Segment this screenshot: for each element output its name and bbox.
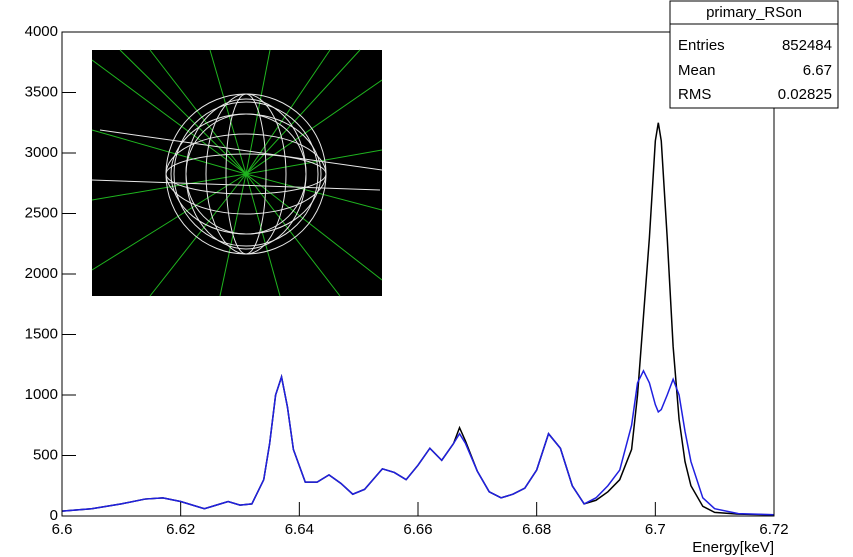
y-tick-label: 3000 — [25, 144, 58, 161]
y-tick-label: 0 — [50, 507, 58, 524]
x-tick-label: 6.66 — [403, 521, 432, 538]
x-tick-label: 6.72 — [759, 521, 788, 538]
stats-value: 0.02825 — [778, 86, 832, 103]
stats-label: RMS — [678, 86, 711, 103]
y-tick-label: 1500 — [25, 325, 58, 342]
stats-label: Entries — [678, 37, 725, 54]
stats-box: primary_RSon Entries 852484 Mean 6.67 RM… — [669, 0, 839, 109]
stats-title: primary_RSon — [706, 4, 802, 21]
x-tick-label: 6.68 — [522, 521, 551, 538]
inset-image — [91, 49, 383, 297]
x-tick-label: 6.62 — [166, 521, 195, 538]
x-axis-label: Energy[keV] — [692, 539, 774, 556]
marks — [61, 122, 775, 516]
stats-value: 6.67 — [803, 62, 832, 79]
y-tick-label: 3500 — [25, 83, 58, 100]
y-tick-label: 4000 — [25, 23, 58, 40]
series-line — [61, 369, 775, 516]
x-tick-label: 6.7 — [645, 521, 666, 538]
y-tick-label: 1000 — [25, 386, 58, 403]
x-tick-label: 6.64 — [285, 521, 314, 538]
y-tick-label: 500 — [33, 446, 58, 463]
stats-label: Mean — [678, 62, 716, 79]
y-tick-label: 2000 — [25, 265, 58, 282]
y-tick-label: 2500 — [25, 204, 58, 221]
stats-value: 852484 — [782, 37, 832, 54]
x-tick-label: 6.6 — [52, 521, 73, 538]
